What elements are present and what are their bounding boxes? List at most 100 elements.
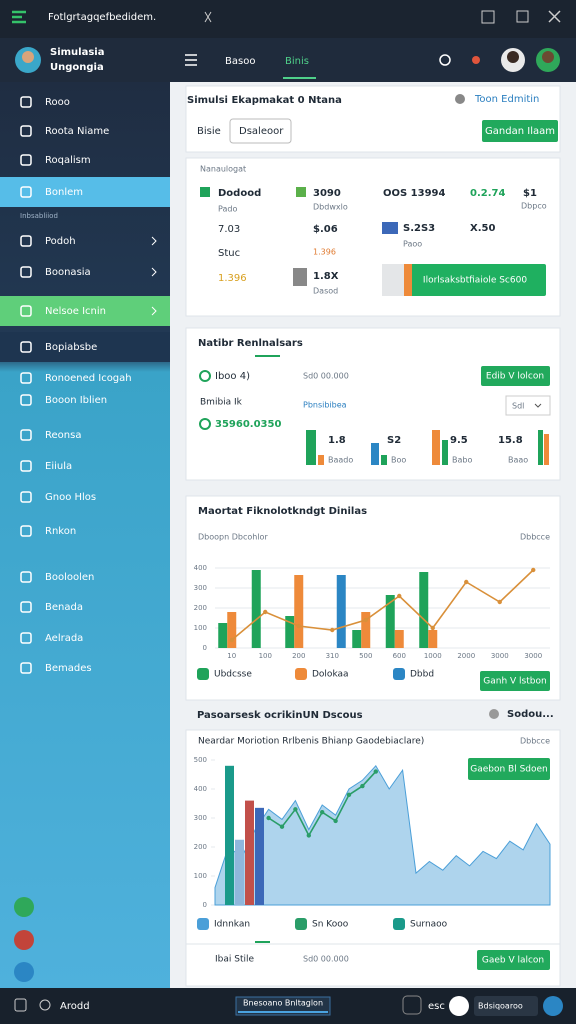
chart-title: Neardar Moriotion Rrlbenis Bhianp Gaodeb… — [198, 737, 424, 747]
icon[interactable] — [543, 996, 563, 1016]
button[interactable] — [404, 264, 546, 296]
sidebar-item[interactable]: Bopiabsbe — [45, 342, 97, 353]
side-icon[interactable] — [14, 897, 34, 917]
sidebar-item[interactable]: Ronoened Icogah — [45, 373, 132, 384]
icon — [489, 709, 499, 719]
sidebar-item[interactable]: Podoh — [45, 236, 76, 247]
sidebar-item[interactable]: Bonlem — [45, 187, 83, 198]
y-tick-label: 0 — [203, 901, 207, 909]
legend-swatch — [197, 918, 209, 930]
bar — [352, 630, 362, 648]
line — [231, 569, 534, 641]
point — [266, 815, 271, 821]
sidebar-item[interactable]: Booloolen — [45, 572, 94, 583]
legend-swatch — [393, 918, 405, 930]
chart-note: Dbbcce — [520, 737, 550, 746]
group-value: 1.8 — [328, 435, 346, 446]
sidebar-icon — [20, 305, 32, 317]
sidebar-icon — [20, 235, 32, 247]
sidebar-item[interactable]: Roota Niame — [45, 126, 109, 137]
sidebar-item[interactable]: Eiiula — [45, 461, 72, 472]
sidebar-item[interactable]: Rooo — [45, 97, 70, 108]
sidebar-item[interactable]: Nelsoe Icnin — [45, 306, 106, 317]
y-tick-label: 400 — [194, 785, 207, 793]
button[interactable] — [468, 758, 550, 780]
stat-label: Paoo — [403, 240, 422, 249]
legend-swatch — [393, 668, 405, 680]
input[interactable] — [229, 118, 292, 144]
stat-value: 7.03 — [218, 224, 240, 235]
sidebar-item[interactable]: Bemades — [45, 663, 92, 674]
icon — [293, 268, 307, 286]
sidebar-item[interactable]: Reonsa — [45, 430, 81, 441]
button-label: Edib V lolcon — [486, 372, 544, 382]
card — [185, 495, 561, 701]
button[interactable] — [480, 671, 550, 691]
icon — [449, 996, 469, 1016]
taskbar-item[interactable] — [235, 996, 331, 1016]
sidebar-item[interactable]: Booon Iblien — [45, 395, 107, 406]
row-value: Sd0 00.000 — [303, 372, 349, 381]
sidebar-item[interactable]: Boonasia — [45, 267, 91, 278]
stat-label: Dbdwxlo — [313, 203, 348, 212]
point — [497, 599, 502, 605]
sidebar-item[interactable]: Gnoo Hlos — [45, 492, 96, 503]
maximize-button[interactable] — [516, 10, 529, 23]
menu-button[interactable] — [185, 54, 197, 66]
point — [333, 818, 338, 824]
legend-swatch — [295, 918, 307, 930]
tab[interactable]: Basoo — [225, 56, 255, 67]
app-icon — [12, 10, 26, 24]
sidebar-item[interactable]: Rnkon — [45, 526, 76, 537]
link[interactable]: Toon Edmitin — [474, 94, 539, 105]
point — [330, 627, 335, 633]
sidebar-item[interactable]: Roqalism — [45, 155, 91, 166]
icon — [199, 418, 211, 430]
point — [531, 567, 536, 573]
select-value: Sdl — [512, 402, 524, 411]
y-tick-label: 100 — [194, 872, 207, 880]
select[interactable] — [505, 395, 551, 416]
bar — [225, 765, 234, 905]
side-icon[interactable] — [14, 930, 34, 950]
y-tick-label: 100 — [194, 624, 207, 632]
button[interactable] — [481, 366, 550, 386]
app-name: Simulasia — [50, 47, 104, 58]
card-title: Natibr Renlnalsars — [198, 338, 303, 349]
x-tick-label: 100 — [259, 652, 272, 660]
button[interactable] — [477, 950, 550, 970]
button[interactable] — [482, 120, 558, 142]
close-button[interactable] — [548, 10, 561, 23]
button-label: Ilorlsaksbtfiaiole Sc600 — [423, 276, 527, 286]
sidebar-section: Inbsabliiod — [20, 212, 58, 220]
point — [373, 769, 378, 774]
section-action[interactable]: Sodou... — [507, 709, 554, 720]
notification-button[interactable] — [472, 56, 480, 64]
sidebar-icon — [20, 571, 32, 583]
group-value: 9.5 — [450, 435, 468, 446]
legend-swatch — [295, 668, 307, 680]
y-tick-label: 300 — [194, 814, 207, 822]
search-button[interactable] — [439, 54, 451, 66]
status-text: Arodd — [60, 1001, 90, 1012]
link[interactable]: Pbnsibibea — [303, 401, 347, 410]
field-label: Bisie — [197, 126, 221, 137]
point — [363, 617, 368, 623]
bar — [285, 616, 295, 648]
legend-label: Sn Kooo — [312, 920, 349, 930]
gear-icon[interactable] — [455, 94, 465, 104]
avatar-face — [542, 51, 554, 63]
bar — [294, 575, 304, 648]
y-tick-label: 0 — [203, 644, 207, 652]
side-icon[interactable] — [14, 962, 34, 982]
y-tick-label: 200 — [194, 604, 207, 612]
bar — [227, 612, 237, 648]
sidebar-icon — [20, 632, 32, 644]
sidebar-item[interactable]: Aelrada — [45, 633, 83, 644]
taskbar-item[interactable] — [474, 996, 538, 1016]
sidebar-item[interactable]: Benada — [45, 602, 83, 613]
group-label: Boo — [391, 456, 406, 465]
tab-active[interactable]: Binis — [285, 56, 309, 67]
restore-button[interactable] — [481, 10, 495, 24]
stat-value: X.50 — [470, 223, 495, 234]
